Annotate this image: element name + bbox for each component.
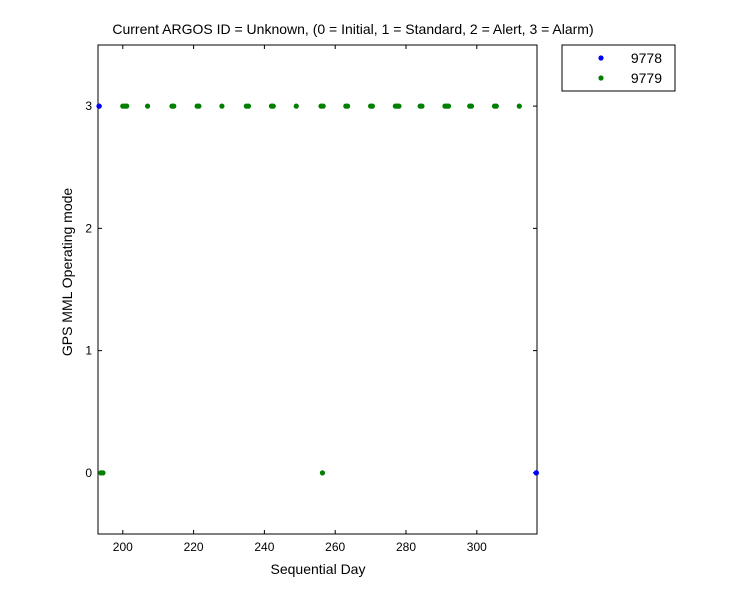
y-axis-label: GPS MML Operating mode xyxy=(59,188,75,357)
point-9779 xyxy=(369,103,375,109)
point-9779 xyxy=(468,103,475,109)
y-tick-label: 0 xyxy=(85,466,92,480)
point-9779 xyxy=(319,470,326,476)
x-tick-label: 200 xyxy=(113,540,133,554)
point-9778 xyxy=(533,470,539,476)
point-9779 xyxy=(100,470,106,476)
chart-title: Current ARGOS ID = Unknown, (0 = Initial… xyxy=(112,21,593,37)
point-9779 xyxy=(516,103,522,109)
point-9779 xyxy=(171,103,177,109)
data-points xyxy=(96,103,539,476)
point-9779 xyxy=(293,103,299,109)
x-tick-label: 260 xyxy=(325,540,345,554)
x-tick-label: 240 xyxy=(254,540,274,554)
x-tick-label: 280 xyxy=(396,540,416,554)
x-axis-label: Sequential Day xyxy=(271,561,366,577)
point-9779 xyxy=(493,103,499,109)
x-tick-label: 300 xyxy=(467,540,487,554)
legend-box xyxy=(561,44,676,92)
legend-label-9779: 9779 xyxy=(631,70,662,86)
point-9778 xyxy=(96,103,102,109)
point-9779 xyxy=(196,103,202,109)
plot-area xyxy=(97,44,538,535)
point-9779 xyxy=(270,103,276,109)
y-tick-label: 2 xyxy=(85,221,92,235)
legend-marker-9779 xyxy=(598,75,604,81)
point-9779 xyxy=(320,103,326,109)
legend-label-9778: 9778 xyxy=(631,50,662,66)
x-tick-label: 220 xyxy=(184,540,204,554)
point-9779 xyxy=(419,103,425,109)
point-9779 xyxy=(124,103,130,109)
point-9779 xyxy=(245,103,252,109)
y-tick-label: 1 xyxy=(85,344,92,358)
x-axis: 200 220 240 260 280 300 xyxy=(113,45,487,554)
y-tick-label: 3 xyxy=(85,99,92,113)
point-9779 xyxy=(445,103,452,109)
point-9779 xyxy=(396,103,402,109)
point-9779 xyxy=(219,103,225,109)
legend-marker-9778 xyxy=(598,55,604,61)
legend: 9778 9779 xyxy=(561,44,676,92)
point-9779 xyxy=(344,103,351,109)
point-9779 xyxy=(144,103,151,109)
